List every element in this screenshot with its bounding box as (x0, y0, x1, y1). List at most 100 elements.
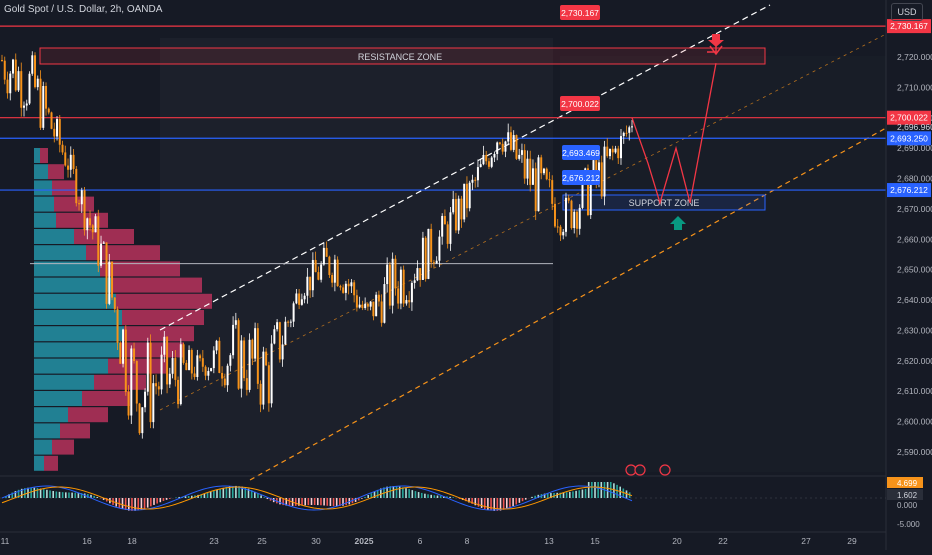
candle-body (9, 74, 11, 94)
osc-tick-top: 4.699 (897, 479, 918, 488)
candle-body (370, 302, 372, 307)
volume-profile-down-bar (56, 213, 108, 228)
candle-body (249, 340, 251, 390)
osc-histogram-bar (122, 498, 124, 509)
candle-body (477, 167, 479, 180)
candle-body (70, 155, 72, 170)
osc-histogram-bar (616, 485, 618, 498)
osc-histogram-bar (519, 498, 521, 503)
candle-body (188, 350, 190, 370)
candle-body (515, 135, 517, 159)
candle-body (51, 112, 53, 128)
chart-label-lower-blue: 2,676.212 (562, 173, 600, 183)
price-axis-tick: 2,610.000 (897, 386, 932, 396)
osc-histogram-bar (449, 497, 451, 498)
candle-body (191, 350, 193, 373)
candle-body (625, 133, 627, 134)
osc-histogram-bar (125, 498, 127, 510)
osc-histogram-bar (601, 482, 603, 498)
candle-body (205, 367, 207, 376)
candle-body (128, 392, 130, 415)
candle-body (144, 392, 146, 408)
volume-profile-down-bar (52, 180, 76, 195)
candle-body (276, 322, 278, 329)
candle-body (18, 71, 20, 90)
volume-profile-down-bar (54, 197, 94, 212)
candle-body (240, 340, 242, 388)
time-axis-tick: 15 (590, 536, 600, 546)
volume-profile-up-bar (34, 310, 122, 325)
osc-histogram-bar (65, 492, 67, 498)
osc-histogram-bar (308, 498, 310, 505)
candle-body (312, 260, 314, 290)
candle-body (416, 268, 418, 280)
candle-body (452, 199, 454, 212)
currency-button[interactable]: USD (891, 3, 923, 21)
candle-body (331, 275, 333, 283)
osc-histogram-bar (515, 498, 517, 505)
candle-body (350, 282, 352, 286)
candle-body (163, 337, 165, 355)
osc-histogram-bar (207, 493, 209, 498)
candle-body (243, 340, 245, 378)
volume-profile-down-bar (94, 375, 146, 390)
osc-histogram-bar (147, 498, 149, 508)
axis-label-blue-upper: 2,693.250 (890, 133, 928, 143)
osc-histogram-bar (525, 498, 527, 500)
osc-tick-mid: 1.602 (897, 491, 918, 500)
candle-body (554, 204, 556, 227)
price-axis-tick: 2,600.000 (897, 417, 932, 427)
candle-body (364, 304, 366, 308)
price-axis-tick: 2,720.000 (897, 52, 932, 62)
osc-histogram-bar (591, 482, 593, 498)
time-axis-tick: 6 (418, 536, 423, 546)
candle-body (199, 355, 201, 358)
candle-body (213, 350, 215, 368)
candle-body (130, 348, 132, 415)
osc-histogram-bar (522, 498, 524, 501)
osc-histogram-bar (396, 486, 398, 498)
candle-body (570, 201, 572, 228)
candle-body (328, 257, 330, 275)
osc-histogram-bar (128, 498, 130, 511)
osc-histogram-bar (493, 498, 495, 511)
osc-histogram-bar (484, 498, 486, 509)
candle-body (482, 155, 484, 164)
candle-body (485, 155, 487, 161)
candle-body (282, 344, 284, 359)
osc-histogram-bar (361, 498, 363, 499)
candle-body (573, 212, 575, 228)
osc-histogram-bar (34, 488, 36, 498)
resistance-zone-label: RESISTANCE ZONE (358, 52, 442, 62)
time-axis-tick: 25 (257, 536, 267, 546)
candle-body (419, 268, 421, 280)
candle-body (562, 232, 564, 235)
candle-body (518, 155, 520, 159)
candle-body (612, 149, 614, 153)
osc-histogram-bar (311, 498, 313, 505)
candle-body (48, 109, 50, 113)
candle-body (315, 260, 317, 272)
candle-body (64, 152, 66, 165)
volume-profile-down-bar (48, 164, 64, 179)
candle-body (601, 162, 603, 196)
candle-body (444, 216, 446, 224)
osc-histogram-bar (156, 498, 158, 504)
candle-body (210, 368, 212, 371)
volume-profile-up-bar (34, 326, 124, 341)
osc-histogram-bar (326, 498, 328, 506)
osc-histogram-bar (235, 486, 237, 498)
osc-histogram-bar (150, 498, 152, 506)
candle-body (579, 208, 581, 229)
candle-body (271, 344, 273, 404)
axis-label-resistance-top: 2,730.167 (890, 21, 928, 31)
candle-body (218, 341, 220, 373)
osc-histogram-bar (223, 488, 225, 498)
candle-body (422, 238, 424, 280)
candle-body (166, 337, 168, 385)
price-axis-tick: 2,680.000 (897, 174, 932, 184)
volume-profile-down-bar (120, 342, 184, 357)
candle-body (169, 374, 171, 385)
osc-histogram-bar (93, 496, 95, 498)
